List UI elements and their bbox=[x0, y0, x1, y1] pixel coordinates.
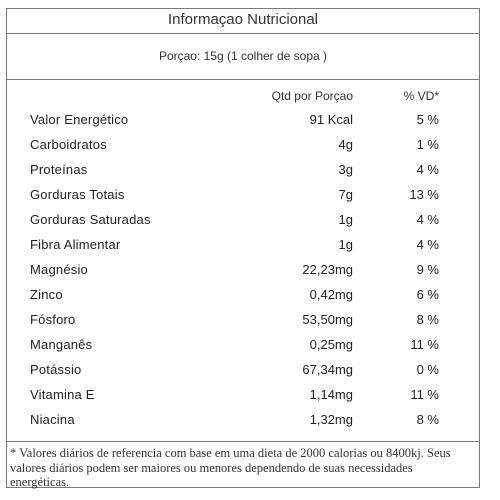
table-row: Proteínas 3g 4 % bbox=[7, 156, 479, 181]
nutrient-quantity: 0,42mg bbox=[309, 287, 353, 302]
nutrient-name: Zinco bbox=[30, 287, 63, 302]
nutrient-name: Gorduras Totais bbox=[30, 187, 125, 202]
nutrient-quantity: 53,50mg bbox=[302, 312, 353, 327]
nutrient-quantity: 1,32mg bbox=[309, 412, 353, 427]
nutrient-daily-value: 4 % bbox=[416, 237, 439, 252]
nutrient-daily-value: 11 % bbox=[410, 387, 439, 402]
table-row: Fósforo 53,50mg 8 % bbox=[7, 306, 479, 331]
nutrient-quantity: 1g bbox=[338, 237, 353, 252]
nutrient-name: Vitamina E bbox=[30, 387, 95, 402]
nutrient-name: Niacina bbox=[30, 412, 75, 427]
table-row: Vitamina E 1,14mg 11 % bbox=[7, 381, 479, 406]
table-row: Zinco 0,42mg 6 % bbox=[7, 281, 479, 306]
nutrient-name: Potássio bbox=[30, 362, 82, 377]
nutrient-quantity: 91 Kcal bbox=[309, 112, 353, 127]
nutrient-name: Magnésio bbox=[30, 262, 88, 277]
nutrient-daily-value: 8 % bbox=[416, 312, 439, 327]
nutrient-name: Gorduras Saturadas bbox=[30, 212, 151, 227]
table-row: Valor Energético 91 Kcal 5 % bbox=[7, 106, 479, 131]
nutrient-daily-value: 8 % bbox=[416, 412, 439, 427]
nutrient-name: Fósforo bbox=[30, 312, 76, 327]
column-header-daily-value: % VD* bbox=[403, 89, 439, 103]
nutrient-quantity: 3g bbox=[338, 162, 353, 177]
table-row: Potássio 67,34mg 0 % bbox=[7, 356, 479, 381]
nutrient-quantity: 1g bbox=[338, 212, 353, 227]
nutrient-daily-value: 13 % bbox=[409, 187, 439, 202]
nutrition-facts-table: Informaçao Nutricional Porçao: 15g (1 co… bbox=[6, 8, 480, 489]
nutrient-daily-value: 9 % bbox=[416, 262, 439, 277]
nutrient-quantity: 67,34mg bbox=[302, 362, 353, 377]
nutrient-quantity: 1,14mg bbox=[309, 387, 353, 402]
daily-values-footnote: * Valores diários de referencia com base… bbox=[7, 441, 479, 489]
nutrient-quantity: 4g bbox=[338, 137, 353, 152]
nutrient-daily-value: 4 % bbox=[416, 162, 439, 177]
nutrient-quantity: 7g bbox=[338, 187, 353, 202]
table-row: Fibra Alimentar 1g 4 % bbox=[7, 231, 479, 256]
table-row: Gorduras Saturadas 1g 4 % bbox=[7, 206, 479, 231]
nutrient-quantity: 0,25mg bbox=[309, 337, 353, 352]
table-row: Carboidratos 4g 1 % bbox=[7, 131, 479, 156]
nutrient-daily-value: 0 % bbox=[416, 362, 439, 377]
column-header-quantity: Qtd por Porçao bbox=[271, 89, 353, 103]
nutrient-rows: Valor Energético 91 Kcal 5 % Carboidrato… bbox=[7, 106, 479, 431]
table-row: Niacina 1,32mg 8 % bbox=[7, 406, 479, 431]
table-row: Gorduras Totais 7g 13 % bbox=[7, 181, 479, 206]
nutrient-name: Manganês bbox=[30, 337, 93, 352]
nutrient-daily-value: 11 % bbox=[410, 337, 439, 352]
table-row: Magnésio 22,23mg 9 % bbox=[7, 256, 479, 281]
serving-size: Porçao: 15g (1 colher de sopa ) bbox=[7, 34, 479, 80]
nutrient-daily-value: 5 % bbox=[416, 112, 439, 127]
table-title: Informaçao Nutricional bbox=[7, 9, 479, 34]
nutrient-quantity: 22,23mg bbox=[302, 262, 353, 277]
nutrient-name: Valor Energético bbox=[30, 112, 129, 127]
nutrient-daily-value: 6 % bbox=[416, 287, 439, 302]
nutrient-name: Fibra Alimentar bbox=[30, 237, 121, 252]
nutrient-name: Proteínas bbox=[30, 162, 88, 177]
nutrient-daily-value: 1 % bbox=[416, 137, 439, 152]
nutrient-name: Carboidratos bbox=[30, 137, 107, 152]
nutrient-daily-value: 4 % bbox=[416, 212, 439, 227]
table-row: Manganês 0,25mg 11 % bbox=[7, 331, 479, 356]
